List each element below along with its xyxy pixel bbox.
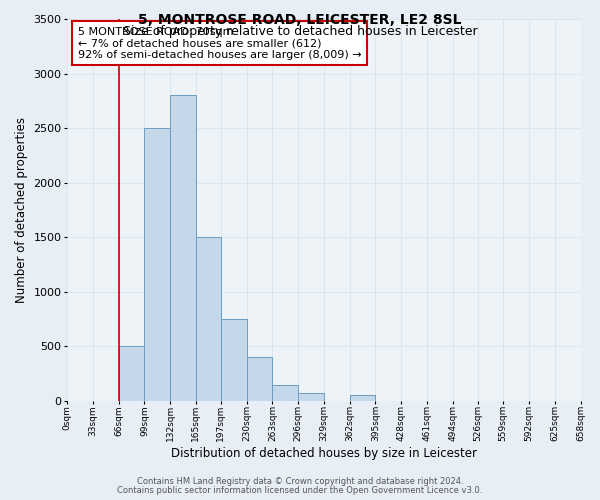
Text: Size of property relative to detached houses in Leicester: Size of property relative to detached ho… [122, 24, 478, 38]
Bar [298, 392, 324, 401]
Bar [272, 384, 298, 401]
Text: 5, MONTROSE ROAD, LEICESTER, LE2 8SL: 5, MONTROSE ROAD, LEICESTER, LE2 8SL [138, 12, 462, 26]
Text: Contains HM Land Registry data © Crown copyright and database right 2024.: Contains HM Land Registry data © Crown c… [137, 477, 463, 486]
Bar [221, 319, 247, 401]
Bar [145, 128, 170, 401]
Bar [119, 346, 145, 401]
X-axis label: Distribution of detached houses by size in Leicester: Distribution of detached houses by size … [171, 447, 477, 460]
Text: 5 MONTROSE ROAD: 70sqm
← 7% of detached houses are smaller (612)
92% of semi-det: 5 MONTROSE ROAD: 70sqm ← 7% of detached … [77, 26, 361, 60]
Text: Contains public sector information licensed under the Open Government Licence v3: Contains public sector information licen… [118, 486, 482, 495]
Y-axis label: Number of detached properties: Number of detached properties [15, 117, 28, 303]
Bar [350, 396, 376, 401]
Bar [247, 358, 272, 401]
Bar [196, 237, 221, 401]
Bar [170, 96, 196, 401]
